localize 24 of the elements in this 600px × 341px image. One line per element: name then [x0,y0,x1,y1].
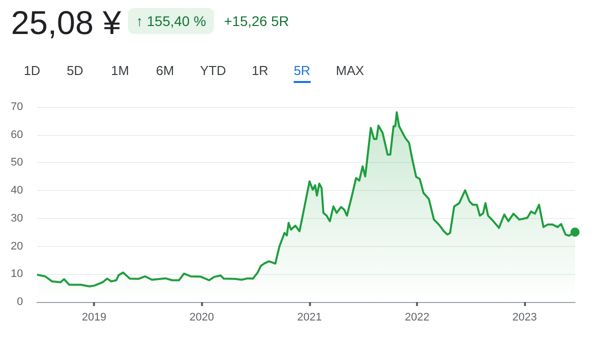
y-tick-label: 50 [10,156,23,169]
y-tick-label: 20 [10,240,23,252]
text: 5D [66,63,84,78]
text: MAX [336,63,364,78]
x-tick-label: 2023 [512,312,537,324]
text: +15,26 5R [224,12,289,31]
y-tick-label: 10 [10,268,23,280]
x-tick-label: 2022 [404,312,430,324]
text: ↑ 155,40 % [128,8,214,34]
y-tick-label: 60 [10,128,23,141]
y-tick-label: 0 [16,296,23,308]
text: 1D [24,63,40,78]
x-tick-label: 2019 [82,312,106,324]
text: 1R [252,63,268,78]
y-tick-label: 30 [10,212,23,224]
chart-title: 25,08 ¥ [11,4,122,42]
text: 6M [156,63,174,78]
text: YTD [200,63,226,78]
x-tick-label: 2020 [189,312,214,324]
y-tick-label: 70 [10,101,23,113]
text: 5R [294,63,310,83]
text: 1M [110,63,130,78]
y-tick-label: 40 [10,184,23,197]
x-tick-label: 2021 [297,312,322,324]
